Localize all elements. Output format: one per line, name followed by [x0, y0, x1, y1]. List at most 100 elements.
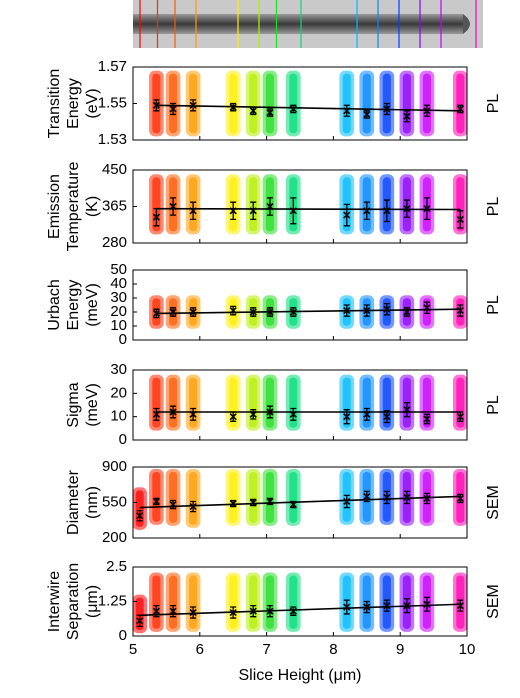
mean-marker: [189, 502, 197, 511]
mean-marker: [189, 410, 197, 418]
mean-marker: [343, 211, 351, 219]
y-axis-label: Energy: [65, 280, 82, 331]
mean-marker: [152, 607, 160, 615]
mean-marker: [266, 308, 274, 316]
point-cloud-core: [422, 73, 431, 134]
mean-marker: [363, 603, 371, 611]
mean-marker: [249, 410, 257, 418]
mean-marker: [423, 107, 431, 115]
y-axis-label: Interwire: [46, 571, 63, 632]
mean-marker: [363, 307, 371, 315]
mean-marker: [169, 308, 177, 316]
y-tick-label: 550: [102, 493, 127, 510]
y-axis-label: (K): [84, 196, 101, 217]
y-axis-label: (eV): [84, 88, 101, 118]
mean-marker: [249, 498, 257, 507]
point-cloud-core: [342, 73, 351, 134]
mean-marker: [152, 213, 160, 221]
point-cloud-core: [169, 377, 178, 428]
mean-marker: [289, 410, 297, 418]
mean-marker: [136, 512, 144, 520]
method-label: PL: [485, 395, 502, 415]
y-tick-label: 900: [102, 458, 127, 475]
mean-marker: [189, 308, 197, 316]
point-cloud-core: [265, 575, 274, 629]
x-tick-label: 9: [396, 641, 404, 658]
mean-marker: [229, 103, 237, 111]
mean-marker: [403, 308, 411, 316]
point-cloud-core: [229, 472, 238, 523]
mean-marker: [266, 497, 274, 506]
mean-marker: [289, 500, 297, 509]
mean-marker: [249, 607, 257, 615]
mean-marker: [363, 492, 371, 500]
y-tick-label: 450: [102, 161, 127, 178]
point-cloud-core: [249, 377, 258, 428]
y-axis-label: Temperature: [65, 161, 82, 251]
y-axis-label: Separation: [65, 563, 82, 640]
point-cloud-core: [189, 575, 198, 629]
point-cloud-core: [402, 73, 411, 134]
y-axis-label: (meV): [84, 283, 101, 327]
mean-marker: [383, 105, 391, 113]
y-tick-label: 40: [110, 275, 127, 292]
y-tick-label: 1.25: [98, 592, 127, 609]
x-tick-label: 6: [196, 641, 204, 658]
mean-marker: [423, 304, 431, 312]
point-cloud-core: [422, 377, 431, 428]
mean-marker: [169, 105, 177, 113]
axes-frame: [132, 369, 468, 441]
mean-marker: [423, 415, 431, 423]
axes-frame: [132, 269, 468, 341]
mean-marker: [169, 607, 177, 615]
x-tick-label: 7: [262, 641, 270, 658]
x-axis-label: Slice Height (μm): [238, 667, 361, 684]
mean-marker: [403, 493, 411, 501]
point-cloud-core: [362, 73, 371, 134]
point-cloud-core: [169, 575, 178, 629]
point-cloud-core: [152, 377, 161, 428]
y-tick-label: 20: [110, 384, 127, 401]
mean-marker: [456, 494, 464, 503]
micrograph: [133, 0, 483, 48]
method-label: PL: [485, 197, 502, 217]
mean-marker: [169, 202, 177, 211]
y-tick-label: 200: [102, 529, 127, 546]
mean-marker: [169, 500, 177, 509]
mean-marker: [363, 110, 371, 119]
y-tick-label: 0: [119, 627, 127, 644]
mean-marker: [229, 499, 237, 508]
mean-marker: [229, 413, 237, 421]
y-tick-label: 1.55: [98, 94, 127, 111]
mean-marker: [456, 413, 464, 421]
y-axis-label: Diameter: [65, 469, 82, 535]
mean-marker: [152, 410, 160, 418]
mean-marker: [343, 603, 351, 611]
y-tick-label: 0: [119, 331, 127, 348]
y-axis-label: Sigma: [65, 382, 82, 427]
mean-marker: [456, 307, 464, 315]
mean-marker: [383, 305, 391, 313]
point-cloud-core: [249, 73, 258, 134]
mean-marker: [456, 215, 464, 223]
mean-marker: [363, 410, 371, 418]
mean-marker: [383, 602, 391, 610]
y-tick-label: 50: [110, 261, 127, 278]
method-label: PL: [485, 94, 502, 114]
mean-marker: [423, 494, 431, 503]
mean-marker: [266, 607, 274, 615]
y-tick-label: 0: [119, 431, 127, 448]
mean-marker: [189, 101, 197, 109]
mean-marker: [403, 112, 411, 120]
mean-marker: [289, 308, 297, 316]
point-cloud-core: [265, 73, 274, 134]
fit-line: [156, 104, 461, 112]
y-tick-label: 1.53: [98, 131, 127, 148]
plot-area: [149, 70, 467, 137]
method-label: SEM: [485, 485, 502, 520]
mean-marker: [383, 493, 391, 501]
mean-marker: [249, 308, 257, 316]
fit-line: [156, 308, 461, 315]
mean-marker: [289, 105, 297, 113]
